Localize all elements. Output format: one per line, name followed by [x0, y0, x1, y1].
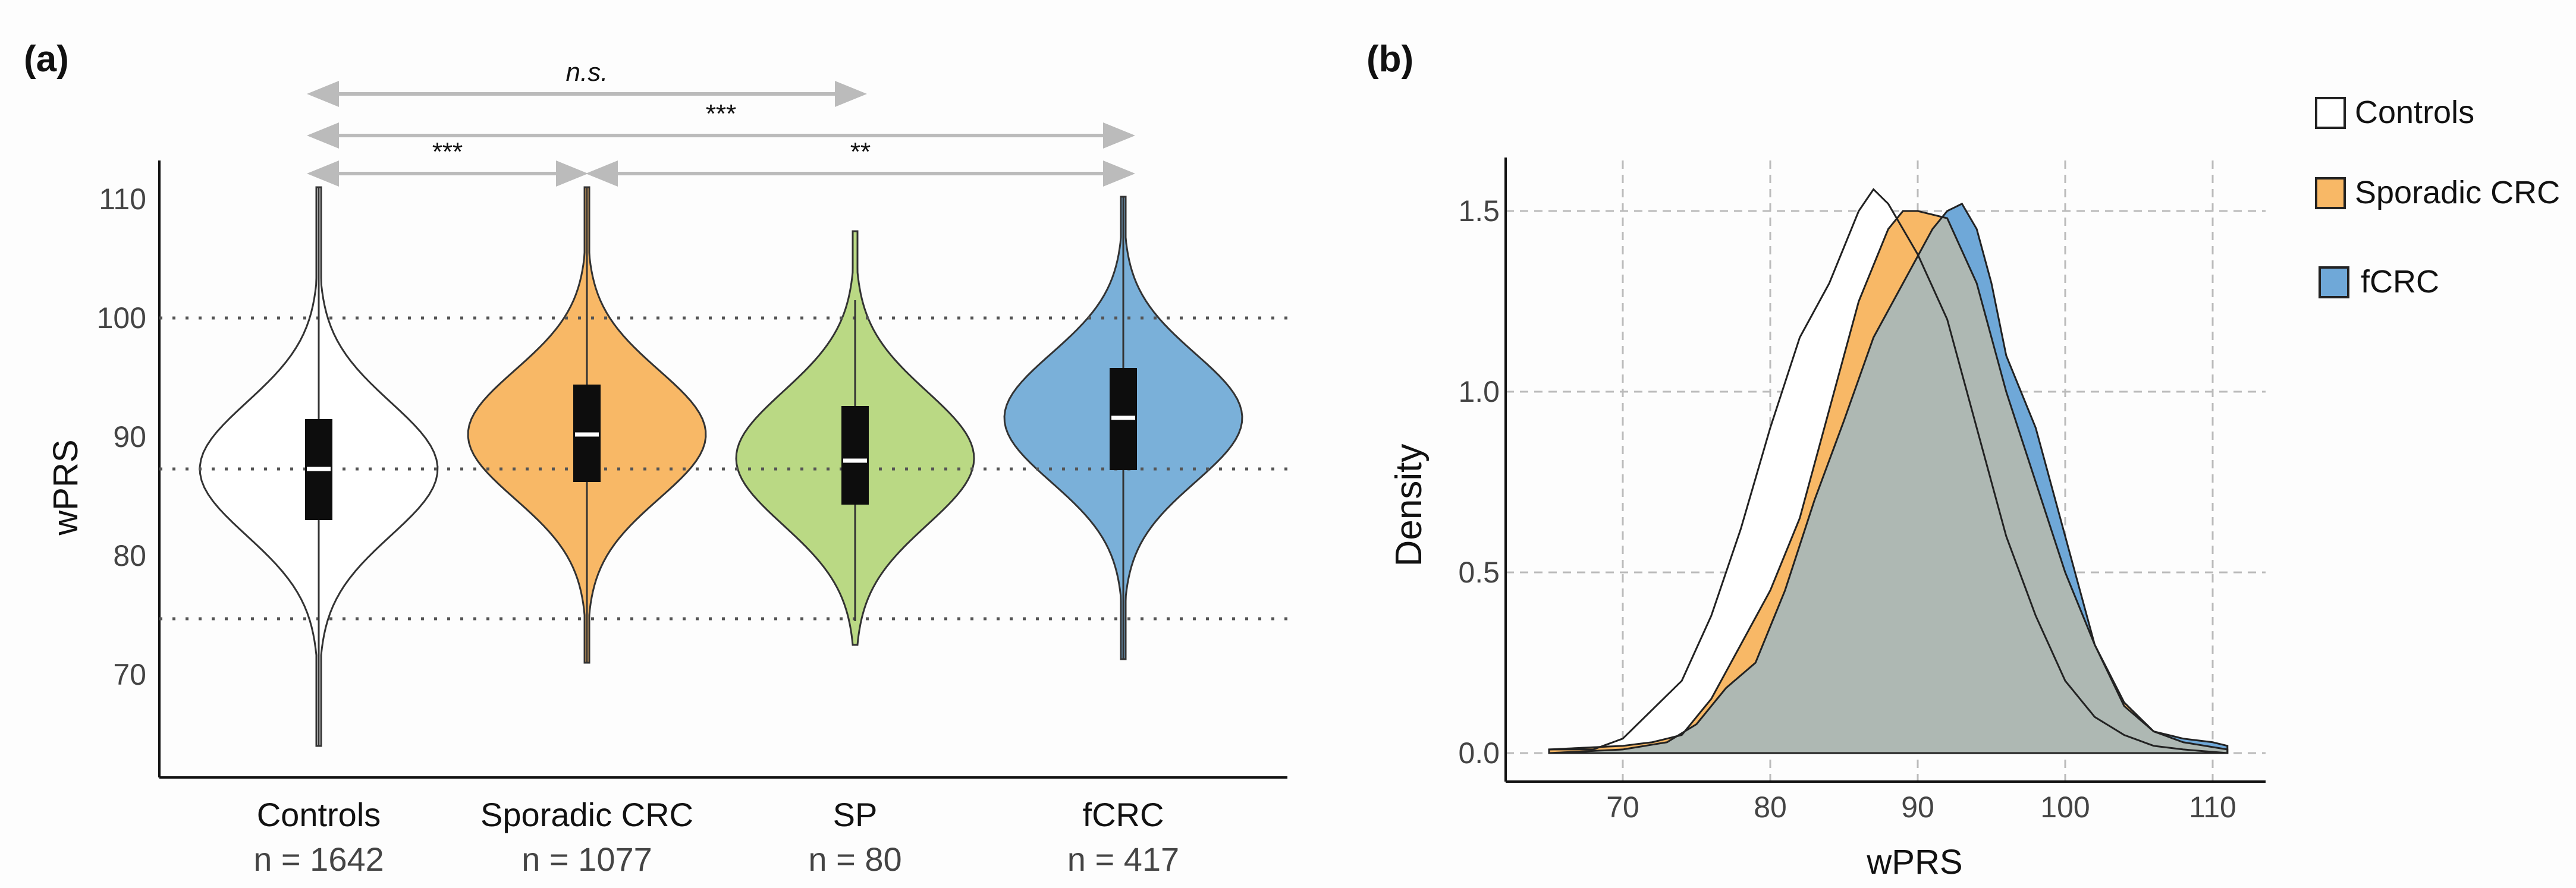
- significance-label: **: [850, 137, 871, 166]
- significance-label: ***: [432, 137, 463, 166]
- category-label: SP: [833, 796, 878, 833]
- panel-b-x-label: wPRS: [1866, 843, 1962, 881]
- y-tick-label: 90: [113, 420, 146, 454]
- legend-label: Sporadic CRC: [2355, 175, 2560, 210]
- arrowhead-right: [835, 81, 867, 107]
- y-tick-label: 0.0: [1458, 736, 1500, 770]
- density-outline-fcrc: [1548, 202, 2229, 754]
- box: [841, 406, 869, 505]
- arrowhead-right: [556, 160, 588, 187]
- category-label: Controls: [257, 796, 381, 833]
- y-tick-label: 1.0: [1458, 375, 1500, 408]
- y-tick-label: 0.5: [1458, 556, 1500, 589]
- density-outline-controls: [1548, 188, 2228, 754]
- panel-a-violin-plot: 70 80 90 100 110 Controls n = 1642 Sporadic CRC…: [97, 58, 1287, 878]
- legend-swatch: [2315, 177, 2346, 209]
- x-tick-label: 110: [2189, 791, 2236, 824]
- panel-b-label: (b): [1366, 39, 1413, 80]
- legend-swatch: [2315, 97, 2346, 129]
- legend-swatch: [2319, 266, 2349, 298]
- density-overlap-area: [1549, 217, 2228, 753]
- panel-a-y-label: wPRS: [46, 439, 85, 536]
- arrowhead-left: [586, 160, 618, 187]
- x-tick-label: 90: [1901, 791, 1934, 824]
- category-label: Sporadic CRC: [480, 796, 693, 833]
- significance-label: n.s.: [566, 58, 608, 87]
- arrowhead-left: [307, 160, 339, 187]
- legend-label: fCRC: [2361, 264, 2439, 300]
- panel-b-y-label: Density: [1388, 444, 1430, 567]
- legend-label: Controls: [2355, 95, 2474, 130]
- y-tick-label: 1.5: [1458, 194, 1500, 228]
- y-tick-label: 80: [113, 539, 146, 572]
- panel-b-density-plot: 70 80 90 100 110 0.0 0.5 1.0 1.5 Controls Sporadic…: [1458, 95, 2560, 824]
- y-tick-label: 70: [113, 658, 146, 691]
- density-outline-sporadic-crc: [1548, 210, 2229, 754]
- significance-label: ***: [706, 99, 736, 128]
- y-tick-label: 110: [99, 182, 146, 216]
- category-label: fCRC: [1083, 796, 1164, 833]
- arrowhead-left: [307, 81, 339, 107]
- y-tick-label: 100: [97, 301, 146, 335]
- arrowhead-right: [1103, 122, 1135, 149]
- x-tick-label: 80: [1754, 791, 1787, 824]
- arrowhead-left: [307, 122, 339, 149]
- panel-a-label: (a): [24, 39, 69, 80]
- sample-size-label: n = 417: [1067, 840, 1179, 878]
- arrowhead-right: [1103, 160, 1135, 187]
- sample-size-label: n = 1077: [522, 840, 652, 878]
- sample-size-label: n = 80: [808, 840, 901, 878]
- sample-size-label: n = 1642: [253, 840, 384, 878]
- x-tick-label: 100: [2040, 791, 2090, 824]
- x-tick-label: 70: [1606, 791, 1639, 824]
